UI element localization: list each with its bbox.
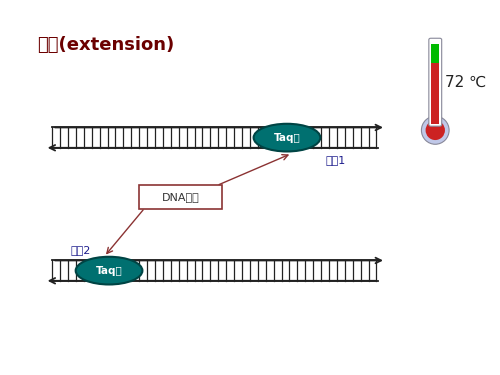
- Bar: [432, 44, 439, 63]
- Text: 72 ℃: 72 ℃: [444, 75, 486, 90]
- FancyBboxPatch shape: [429, 38, 442, 126]
- Ellipse shape: [426, 120, 445, 140]
- Text: DNA引物: DNA引物: [162, 192, 200, 202]
- FancyBboxPatch shape: [139, 185, 222, 209]
- Text: 引物1: 引物1: [326, 155, 345, 165]
- Text: 延伸(extension): 延伸(extension): [38, 36, 174, 54]
- Ellipse shape: [76, 257, 142, 285]
- Ellipse shape: [254, 124, 320, 152]
- Ellipse shape: [422, 116, 449, 144]
- Text: Taq酶: Taq酶: [96, 266, 122, 276]
- Bar: [432, 63, 439, 124]
- Text: Taq酶: Taq酶: [274, 133, 300, 142]
- Text: 引物2: 引物2: [70, 245, 91, 255]
